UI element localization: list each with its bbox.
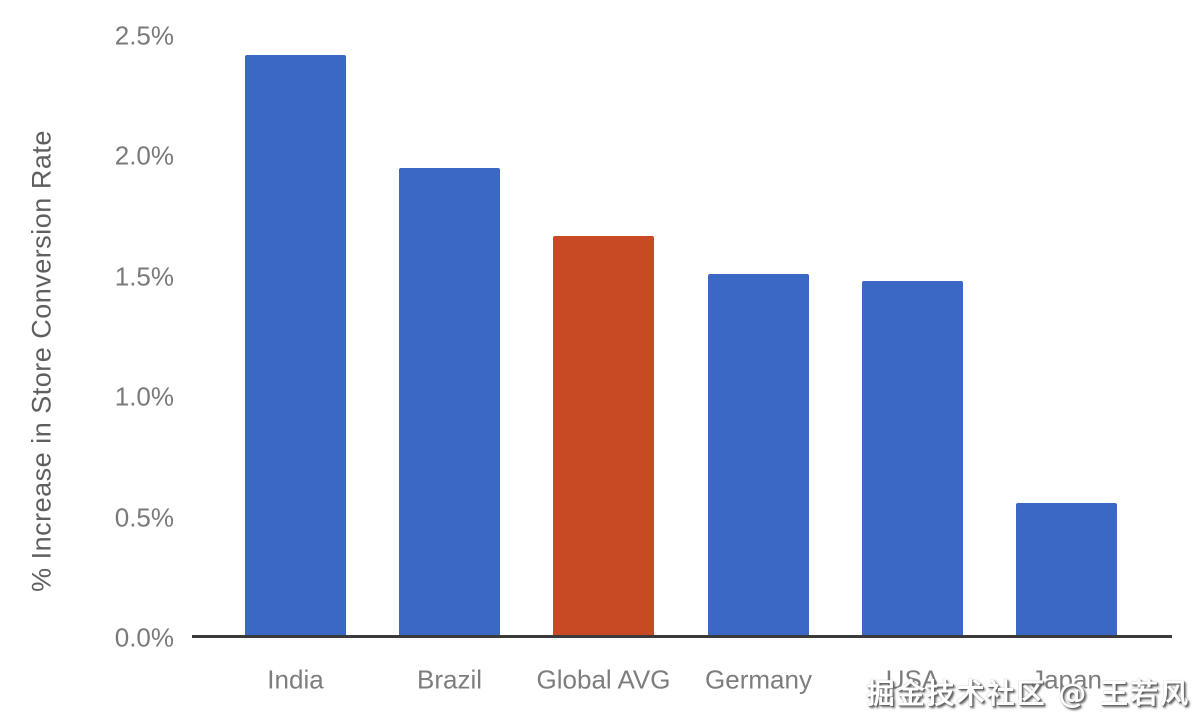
- bar-usa: [862, 281, 963, 638]
- y-tick-label-2-5pct: 2.5%: [114, 20, 174, 50]
- bar-global-avg: [553, 236, 654, 638]
- x-category-label-usa: USA: [885, 664, 940, 695]
- bar-india: [245, 55, 346, 638]
- y-tick-label-0-5pct: 0.5%: [114, 502, 174, 532]
- x-category-label-india: India: [267, 664, 324, 695]
- watermark-text: 掘金技术社区 @ 王若风: [866, 677, 1190, 710]
- x-category-label-japan: Japan: [1031, 664, 1102, 695]
- x-category-label-global-avg: Global AVG: [536, 664, 671, 695]
- bar-japan: [1016, 503, 1117, 638]
- bar-brazil: [399, 168, 500, 638]
- y-axis-title: % Increase in Store Conversion Rate: [26, 130, 57, 592]
- x-category-label-germany: Germany: [705, 664, 812, 695]
- y-tick-label-2-0pct: 2.0%: [114, 140, 174, 171]
- y-tick-label-1-5pct: 1.5%: [114, 261, 174, 291]
- x-category-label-brazil: Brazil: [416, 664, 483, 695]
- x-axis-line: [192, 635, 1172, 638]
- y-tick-label-1-0pct: 1.0%: [114, 381, 174, 412]
- bar-germany: [708, 274, 809, 638]
- y-tick-label-0-0pct: 0.0%: [114, 622, 174, 653]
